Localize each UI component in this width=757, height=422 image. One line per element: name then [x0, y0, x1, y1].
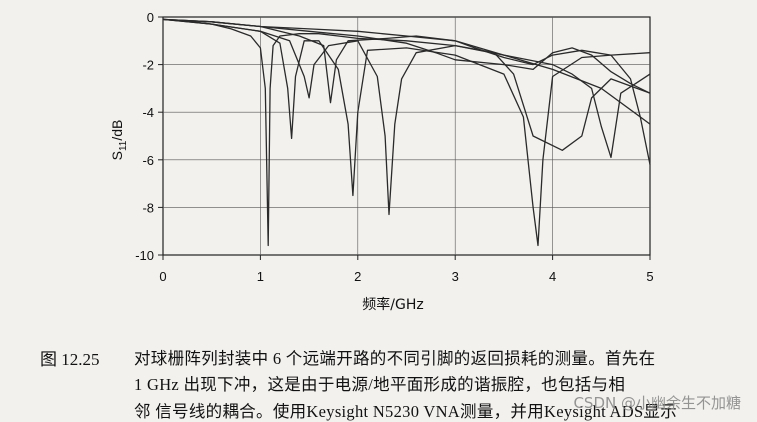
- y-tick-label: 0: [147, 10, 154, 25]
- plot-frame: [162, 16, 651, 256]
- x-tick-label: 4: [549, 269, 556, 284]
- y-tick-label: -4: [142, 105, 154, 120]
- series-line-3: [162, 18, 651, 216]
- x-tick-label: 2: [354, 269, 361, 284]
- y-tick-label: -10: [135, 248, 154, 263]
- y-tick-labels: 0 -2 -4 -6 -8 -10: [135, 10, 154, 263]
- watermark: CSDN @小幽余生不加糖: [573, 394, 741, 412]
- y-tick-label: -6: [142, 153, 154, 168]
- caption-line-1: 对球栅阵列封装中 6 个远端开路的不同引脚的返回损耗的测量。首先在: [134, 349, 656, 368]
- series-line-5: [162, 18, 651, 94]
- y-tick-label: -8: [142, 200, 154, 215]
- y-tick-label: -2: [142, 58, 154, 73]
- x-tick-label: 1: [257, 269, 264, 284]
- caption-line-3: 邻 信号线的耦合。使用Keysight N5230 VNA测量，并用Keysig…: [134, 402, 678, 421]
- x-tick-labels: 0 1 2 3 4 5: [159, 269, 653, 284]
- series-line-6: [162, 18, 651, 165]
- x-tick-label: 0: [159, 269, 166, 284]
- figure-number: 图 12.25: [40, 350, 100, 369]
- series-line-1: [162, 18, 651, 247]
- y-axis-label: S11/dB: [109, 120, 129, 161]
- x-tick-label: 5: [646, 269, 653, 284]
- grid-lines: [158, 16, 651, 260]
- series-line-4: [162, 18, 651, 159]
- x-tick-label: 3: [452, 269, 459, 284]
- s11-chart: 0 -2 -4 -6 -8 -10 0 1 2 3 4 5 S11/dB 频率/GHz: [109, 10, 654, 313]
- series-curves: [162, 18, 651, 247]
- caption-line-2: 1 GHz 出现下冲，这是由于电源/地平面形成的谐振腔，也包括与相: [134, 375, 626, 394]
- x-axis-label: 频率/GHz: [362, 296, 423, 313]
- series-line-2: [162, 18, 651, 247]
